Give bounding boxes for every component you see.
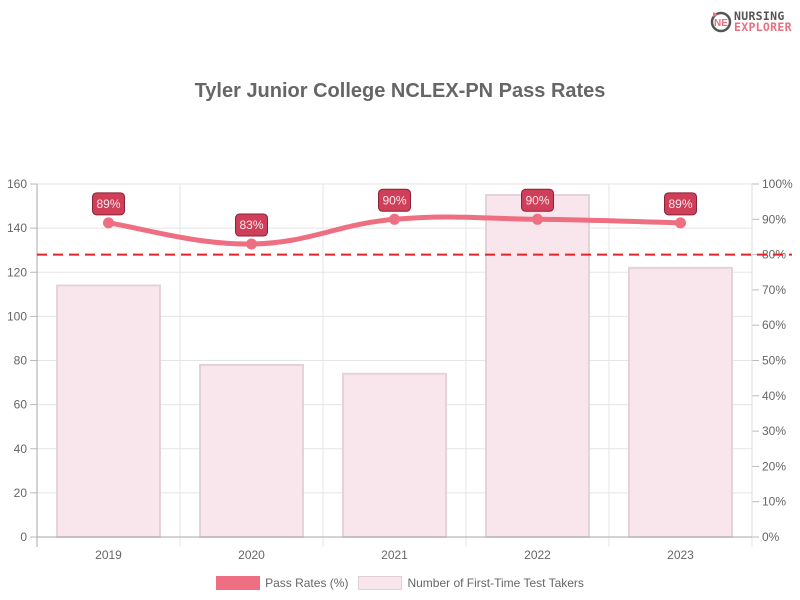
legend-label: Pass Rates (%) bbox=[265, 576, 349, 590]
y-left-tick-label: 160 bbox=[7, 177, 27, 191]
y-left-tick-label: 80 bbox=[14, 354, 28, 368]
data-point bbox=[246, 238, 257, 250]
y-right-tick-label: 90% bbox=[762, 212, 786, 226]
x-tick-label: 2021 bbox=[381, 548, 408, 562]
data-point bbox=[103, 217, 114, 229]
bar bbox=[342, 372, 447, 538]
y-left-tick-label: 60 bbox=[14, 398, 28, 412]
y-left-tick-label: 140 bbox=[7, 221, 27, 235]
data-label-badge bbox=[378, 188, 411, 212]
y-right-tick-label: 20% bbox=[762, 459, 786, 473]
data-label-text: 90% bbox=[525, 193, 549, 207]
y-right-tick-label: 0% bbox=[762, 530, 780, 544]
y-right-tick-label: 70% bbox=[762, 283, 786, 297]
legend-label: Number of First-Time Test Takers bbox=[407, 576, 584, 590]
bar bbox=[628, 266, 733, 538]
logo-icon: NE bbox=[710, 11, 732, 33]
data-point bbox=[389, 213, 400, 225]
data-label-text: 83% bbox=[239, 218, 263, 232]
data-label-badge bbox=[664, 192, 697, 216]
data-label-badge bbox=[235, 213, 268, 237]
data-label-text: 89% bbox=[668, 197, 692, 211]
y-right-tick-label: 10% bbox=[762, 495, 786, 509]
y-left-tick-label: 40 bbox=[14, 442, 28, 456]
x-tick-label: 2022 bbox=[524, 548, 551, 562]
legend-swatch-bar bbox=[358, 576, 403, 590]
bar bbox=[56, 284, 161, 538]
y-left-tick-label: 100 bbox=[7, 309, 27, 323]
logo-text-line2: EXPLORER bbox=[734, 20, 792, 34]
y-left-tick-label: 120 bbox=[7, 265, 27, 279]
y-right-tick-label: 50% bbox=[762, 354, 786, 368]
data-label-text: 89% bbox=[96, 197, 120, 211]
svg-text:NE: NE bbox=[714, 18, 728, 29]
data-label-badge bbox=[92, 192, 125, 216]
legend-swatch-line bbox=[216, 576, 261, 590]
y-right-tick-label: 40% bbox=[762, 389, 786, 403]
y-right-tick-label: 60% bbox=[762, 318, 786, 332]
y-left-tick-label: 20 bbox=[14, 486, 28, 500]
legend-item-test-takers[interactable]: Number of First-Time Test Takers bbox=[358, 576, 584, 590]
data-point bbox=[532, 213, 543, 225]
data-label-text: 90% bbox=[382, 193, 406, 207]
y-right-tick-label: 100% bbox=[762, 177, 793, 191]
x-tick-label: 2020 bbox=[238, 548, 265, 562]
x-tick-label: 2019 bbox=[95, 548, 122, 562]
data-point bbox=[675, 217, 686, 229]
x-tick-label: 2023 bbox=[667, 548, 694, 562]
nursing-explorer-logo: NE NURSING EXPLORER bbox=[710, 8, 794, 34]
bar bbox=[199, 363, 304, 538]
y-left-tick-label: 0 bbox=[20, 530, 27, 544]
bar bbox=[485, 194, 590, 538]
chart-legend: Pass Rates (%) Number of First-Time Test… bbox=[0, 576, 800, 590]
y-right-tick-label: 30% bbox=[762, 424, 786, 438]
logo-text-line1: NURSING bbox=[734, 9, 785, 23]
legend-item-pass-rates[interactable]: Pass Rates (%) bbox=[216, 576, 348, 590]
data-label-badge bbox=[521, 188, 554, 212]
chart-title: Tyler Junior College NCLEX-PN Pass Rates bbox=[194, 80, 606, 102]
